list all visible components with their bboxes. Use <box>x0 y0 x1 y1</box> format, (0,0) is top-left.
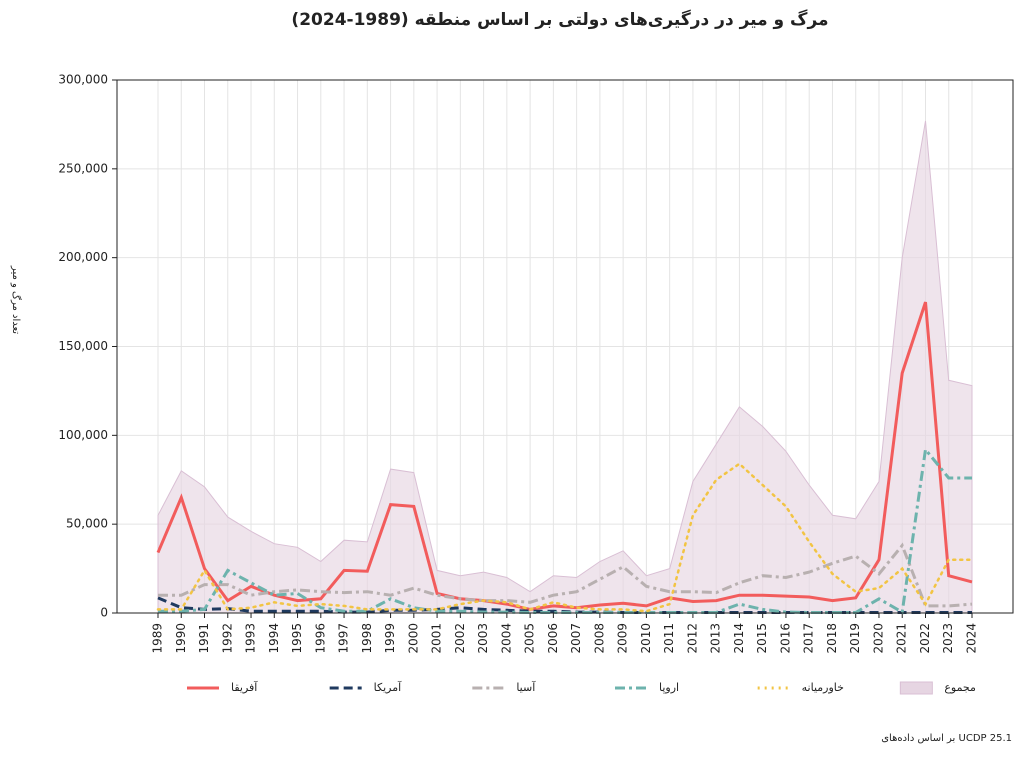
x-tick-label: 1999 <box>383 623 397 654</box>
x-tick-label: 2002 <box>453 623 467 654</box>
chart-title: مرگ و میر در درگیری‌های دولتی بر اساس من… <box>291 9 828 30</box>
y-axis-label: تعداد مرگ و میر <box>10 265 23 334</box>
x-tick-label: 2016 <box>778 623 792 654</box>
line <box>156 462 974 613</box>
plot-frame <box>116 79 1014 614</box>
x-tick-label: 1992 <box>220 623 234 654</box>
area <box>157 120 973 614</box>
y-tick-label: 300,000 <box>58 73 108 87</box>
line <box>156 301 973 611</box>
x-tick-label: 2012 <box>685 623 699 654</box>
source-note: بر اساس داده‌های UCDP 25.1 <box>881 733 1012 744</box>
legend-label: آفریقا <box>231 680 258 694</box>
x-tick-label: 1990 <box>174 623 188 654</box>
legend-label: آمریکا <box>374 680 402 694</box>
x-tick-label: 1998 <box>360 623 374 654</box>
legend-label: خاورمیانه <box>802 681 844 694</box>
x-tick-label: 2011 <box>662 623 676 654</box>
x-tick-label: 1995 <box>290 623 304 654</box>
y-tick-label: 100,000 <box>58 428 108 442</box>
legend-swatch <box>899 681 933 695</box>
y-tick-label: 0 <box>100 606 108 620</box>
x-tick-label: 1989 <box>151 623 165 654</box>
x-tick-label: 2019 <box>848 623 862 654</box>
x-tick-label: 2024 <box>965 623 979 654</box>
x-tick-label: 1997 <box>337 623 351 654</box>
x-tick-label: 1994 <box>267 623 281 654</box>
x-tick-label: 2007 <box>569 623 583 654</box>
y-tick-label: 250,000 <box>58 161 108 175</box>
legend-label: اروپا <box>659 681 679 694</box>
y-tick-label: 200,000 <box>58 250 108 264</box>
x-tick-label: 2009 <box>616 623 630 654</box>
x-tick-label: 2008 <box>592 623 606 654</box>
x-tick-label: 2003 <box>476 623 490 654</box>
x-tick-label: 2005 <box>523 623 537 654</box>
x-tick-label: 2001 <box>430 623 444 654</box>
x-tick-label: 1991 <box>197 623 211 654</box>
x-tick-label: 1993 <box>244 623 258 654</box>
x-tick-label: 2004 <box>499 623 513 654</box>
x-tick-label: 2015 <box>755 623 769 654</box>
x-tick-label: 2014 <box>732 623 746 654</box>
x-tick-label: 2021 <box>895 623 909 654</box>
x-tick-label: 2022 <box>918 623 932 654</box>
x-tick-label: 2010 <box>639 623 653 654</box>
x-tick-label: 2006 <box>546 623 560 654</box>
y-tick-label: 50,000 <box>66 517 108 531</box>
y-tick-label: 150,000 <box>58 339 108 353</box>
line <box>158 542 973 608</box>
x-tick-label: 1996 <box>313 623 327 654</box>
legend-label: آسیا <box>516 680 536 694</box>
x-tick-label: 2017 <box>802 623 816 654</box>
x-tick-label: 2013 <box>709 623 723 654</box>
legend-label: مجموع <box>944 681 976 694</box>
x-tick-label: 2018 <box>825 623 839 654</box>
x-tick-label: 2000 <box>406 623 420 654</box>
x-tick-label: 2023 <box>941 623 955 654</box>
x-tick-label: 2020 <box>871 623 885 654</box>
